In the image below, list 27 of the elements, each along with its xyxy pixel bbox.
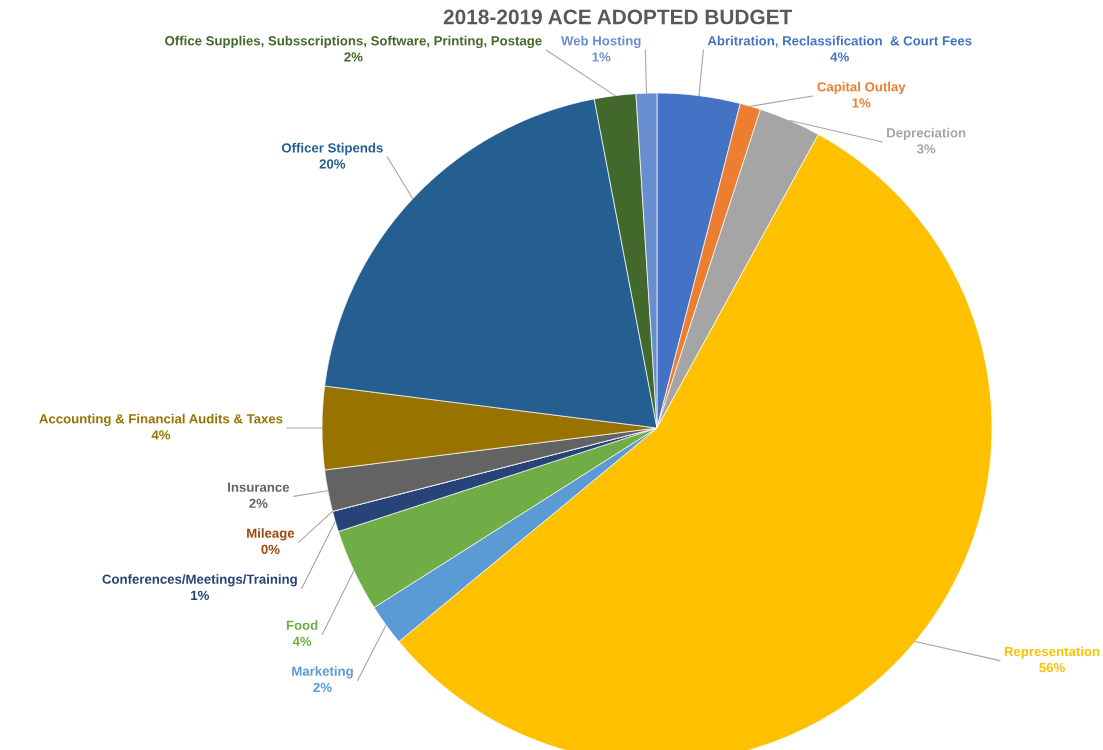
slice-label: Conferences/Meetings/Training <box>102 574 297 587</box>
slice-label: Capital Outlay <box>817 81 906 95</box>
legend-label: Mileage <box>247 528 295 541</box>
data-label: 2% <box>344 52 363 62</box>
data-label: 4% <box>292 636 312 646</box>
slice-label: Representation <box>1004 646 1100 659</box>
data-label: 2% <box>313 682 332 692</box>
data-label: 4% <box>830 52 849 62</box>
slice-label: Accounting & Financial Audits & Taxes <box>39 413 283 427</box>
slice-label: Food <box>286 620 318 630</box>
data-label: 1% <box>852 98 871 108</box>
data-label: 2% <box>249 498 268 508</box>
text: 0% <box>261 544 280 555</box>
data-label: 20% <box>319 159 346 169</box>
data-label: 56% <box>1039 662 1065 673</box>
slice-label: Insurance <box>228 482 290 492</box>
slice-label: Officer Stipends <box>281 142 383 156</box>
slice-label: Depreciation <box>887 127 966 141</box>
chart-title: 2018-2019 ACE ADOPTED BUDGET <box>443 9 793 25</box>
data-label: 4% <box>151 430 171 440</box>
slice-label: Marketing <box>292 666 353 679</box>
data-label: 1% <box>191 590 210 600</box>
slice-label: Abritration, Reclassification & Court Fees <box>707 35 972 48</box>
slice-label: Office Supplies, Subsscriptions, Software, Printing, Postage <box>165 35 542 49</box>
data-label: 1% <box>592 52 611 62</box>
data-label: 3% <box>916 144 936 154</box>
slice-label: Web Hosting <box>561 35 641 49</box>
